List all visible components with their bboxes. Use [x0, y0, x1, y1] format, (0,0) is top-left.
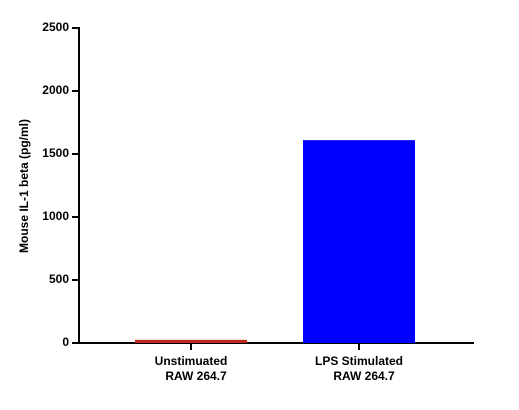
x-tick-label: Unstimuated: [155, 354, 228, 368]
y-tick-label: 0: [62, 335, 69, 349]
bar: [303, 140, 415, 343]
y-tick-label: 2000: [42, 83, 69, 97]
y-tick-label: 1000: [42, 209, 69, 223]
bar: [135, 339, 247, 343]
x-tick-label: RAW 264.7: [165, 369, 227, 383]
x-tick-label: RAW 264.7: [333, 369, 395, 383]
y-axis-label: Mouse IL-1 beta (pg/ml): [17, 119, 31, 253]
y-tick-label: 1500: [42, 146, 69, 160]
y-tick-label: 500: [49, 272, 69, 286]
y-tick-label: 2500: [42, 20, 69, 34]
x-tick-label: LPS Stimulated: [315, 354, 403, 368]
